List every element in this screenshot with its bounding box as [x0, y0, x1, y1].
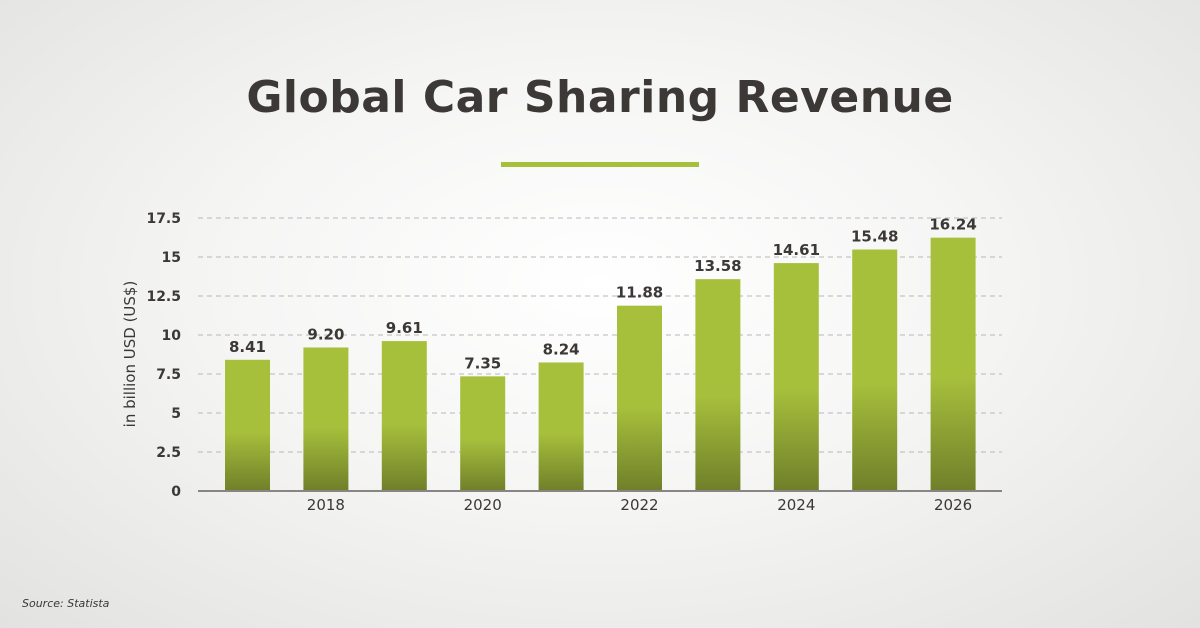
y-tick-label: 10 — [162, 328, 182, 344]
value-label: 13.58 — [694, 257, 741, 275]
chart-title: Global Car Sharing Revenue — [246, 72, 954, 123]
bar — [695, 279, 741, 491]
y-tick-label: 17.5 — [146, 211, 181, 227]
title-underline — [501, 162, 699, 167]
bars — [225, 237, 976, 491]
x-tick-label: 2022 — [620, 496, 658, 514]
value-label: 14.61 — [773, 241, 820, 259]
y-axis-ticks: 0 2.5 5 7.5 10 12.5 15 17.5 — [146, 211, 181, 500]
value-label: 9.20 — [307, 325, 344, 343]
value-label: 7.35 — [464, 354, 501, 372]
x-tick-label: 2018 — [307, 496, 345, 514]
y-axis-label: in billion USD (US$) — [121, 281, 139, 428]
y-tick-label: 15 — [162, 250, 181, 266]
bar — [773, 263, 819, 491]
bar — [538, 362, 584, 491]
x-tick-label: 2024 — [777, 496, 815, 514]
bar — [225, 359, 270, 491]
value-label: 8.24 — [543, 340, 580, 358]
value-label: 9.61 — [386, 319, 423, 337]
value-label: 8.41 — [229, 338, 266, 356]
y-tick-label: 2.5 — [156, 445, 181, 461]
bar — [460, 376, 506, 491]
bar — [617, 305, 662, 491]
y-tick-label: 12.5 — [146, 289, 181, 305]
bar — [852, 249, 898, 491]
x-axis-ticks: 2018 2020 2022 2024 2026 — [307, 496, 972, 514]
y-tick-label: 7.5 — [156, 367, 181, 383]
bar — [303, 347, 349, 491]
value-label: 16.24 — [929, 216, 976, 234]
x-tick-label: 2020 — [464, 496, 502, 514]
x-tick-label: 2026 — [934, 496, 972, 514]
source-note: Source: Statista — [22, 597, 110, 610]
y-tick-label: 5 — [171, 406, 181, 422]
value-labels: 8.41 9.20 9.61 7.35 8.24 11.88 13.58 14.61 15.48… — [229, 216, 977, 373]
value-label: 15.48 — [851, 228, 898, 246]
y-tick-label: 0 — [171, 484, 181, 500]
value-label: 11.88 — [616, 284, 663, 302]
bar — [930, 237, 976, 491]
bar — [381, 341, 427, 491]
